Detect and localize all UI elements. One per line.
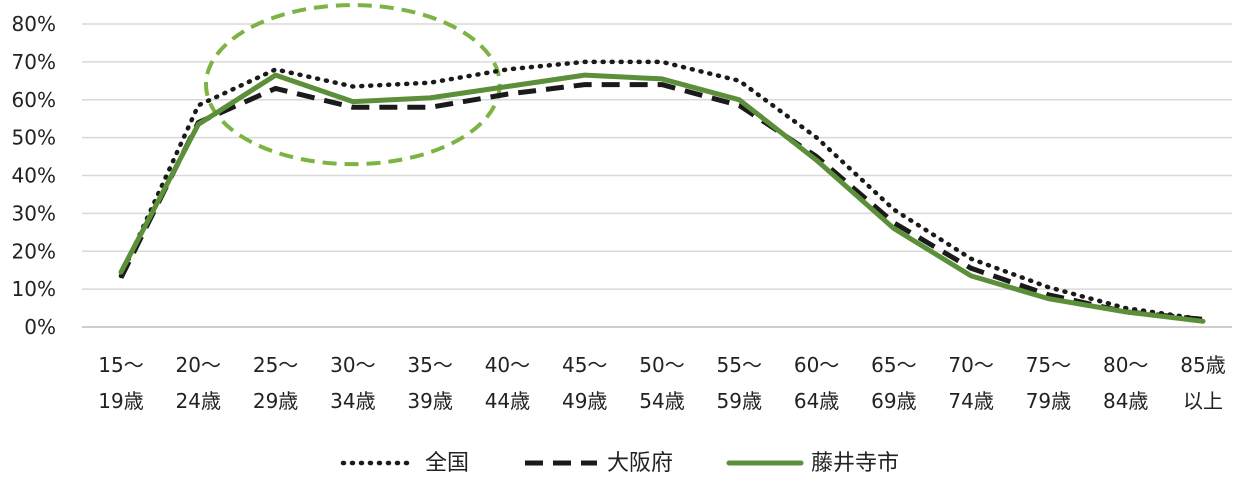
x-tick-label: 20～ [176, 353, 221, 377]
x-tick-label: 19歳 [98, 389, 143, 413]
y-tick-label: 10% [12, 277, 56, 301]
x-tick-label: 79歳 [1026, 389, 1071, 413]
y-tick-label: 70% [12, 50, 56, 74]
x-tick-label: 60～ [794, 353, 839, 377]
y-axis-tick-labels: 0% 10% 20% 30% 40% 50% 60% 70% 80% [12, 12, 56, 339]
annotation-layer [204, 3, 502, 167]
x-tick-label: 39歳 [407, 389, 452, 413]
x-tick-label: 25～ [253, 353, 298, 377]
x-tick-label: 30～ [330, 353, 375, 377]
x-tick-label: 29歳 [253, 389, 298, 413]
x-tick-label: 40～ [485, 353, 530, 377]
x-tick-label: 34歳 [330, 389, 375, 413]
legend-label-3: 藤井寺市 [811, 451, 899, 476]
x-tick-label: 85歳 [1180, 353, 1225, 377]
x-tick-label: 59歳 [717, 389, 762, 413]
x-tick-label: 80～ [1103, 353, 1148, 377]
x-tick-label: 65～ [871, 353, 916, 377]
y-tick-label: 0% [24, 315, 56, 339]
gridlines [82, 23, 1232, 328]
x-tick-label: 49歳 [562, 389, 607, 413]
series-line-3 [118, 72, 1206, 324]
y-tick-label: 30% [12, 201, 56, 225]
x-tick-label: 以上 [1183, 389, 1223, 413]
x-tick-label: 69歳 [871, 389, 916, 413]
x-tick-label: 15～ [98, 353, 143, 377]
x-tick-label: 70～ [948, 353, 993, 377]
series-line-1 [118, 59, 1206, 322]
y-tick-label: 80% [12, 12, 56, 36]
x-tick-label: 35～ [407, 353, 452, 377]
x-tick-label: 24歳 [176, 389, 221, 413]
y-tick-label: 50% [12, 126, 56, 150]
y-tick-label: 20% [12, 239, 56, 263]
series-line-2 [118, 82, 1204, 322]
y-tick-label: 40% [12, 164, 56, 188]
x-tick-label: 55～ [717, 353, 762, 377]
highlight-ellipse [204, 3, 502, 167]
x-tick-label: 64歳 [794, 389, 839, 413]
x-tick-label: 54歳 [639, 389, 684, 413]
x-tick-label: 75～ [1026, 353, 1071, 377]
x-tick-label: 50～ [639, 353, 684, 377]
x-tick-label: 45～ [562, 353, 607, 377]
x-tick-label: 44歳 [485, 389, 530, 413]
legend-label-1: 全国 [425, 451, 469, 476]
y-tick-label: 60% [12, 88, 56, 112]
x-tick-label: 84歳 [1103, 389, 1148, 413]
x-tick-label: 74歳 [948, 389, 993, 413]
legend: 全国 大阪府 藤井寺市 [340, 451, 899, 476]
series-lines [118, 59, 1206, 324]
legend-label-2: 大阪府 [607, 451, 673, 476]
x-axis-tick-labels: 15～ 19歳 20～ 24歳 25～ 29歳 30～ 34歳 35～ 39歳 40～ 44歳 45～ 4… [98, 353, 1225, 413]
